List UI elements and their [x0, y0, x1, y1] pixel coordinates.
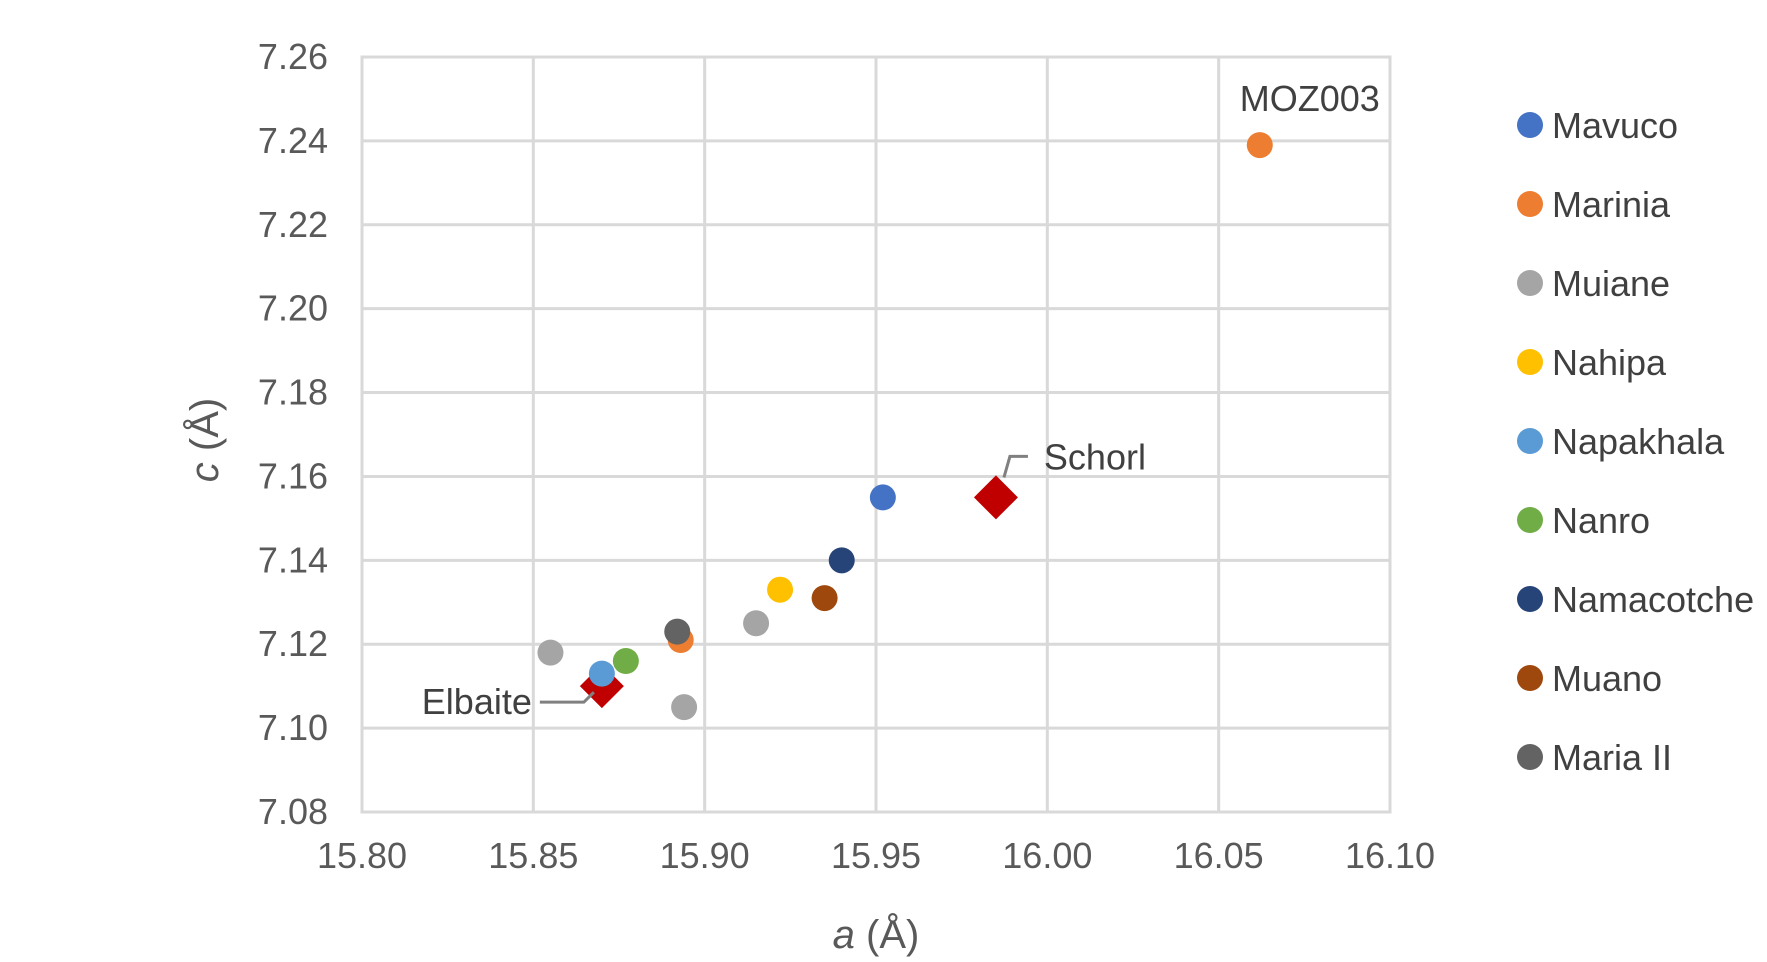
x-axis-title-unit: (Å): [855, 912, 919, 957]
legend-label-maria-ii: Maria II: [1552, 737, 1672, 778]
data-point-muiane: [743, 610, 770, 637]
data-point-maria-ii: [664, 618, 691, 645]
data-point-mavuco: [869, 484, 896, 511]
data-point-namacotche: [828, 547, 855, 574]
y-tick-label: 7.24: [258, 120, 328, 161]
legend-marker-nahipa: [1517, 349, 1543, 375]
y-tick-label: 7.16: [258, 455, 328, 496]
data-point-muiane: [671, 694, 698, 721]
y-axis-title-symbol: c: [183, 462, 227, 482]
y-axis-title-unit: (Å): [182, 398, 227, 462]
data-point-nahipa: [767, 576, 794, 603]
legend-label-muano: Muano: [1552, 658, 1662, 699]
x-tick-label: 16.00: [1002, 835, 1092, 876]
x-tick-label: 15.95: [831, 835, 921, 876]
reference-label-schorl: Schorl: [1044, 436, 1146, 477]
reference-layer: [579, 475, 1018, 709]
x-tick-label: 15.80: [317, 835, 407, 876]
data-point-napakhala: [588, 660, 615, 687]
legend-label-nanro: Nanro: [1552, 500, 1650, 541]
legend-marker-nanro: [1517, 507, 1543, 533]
y-tick-label: 7.18: [258, 372, 328, 413]
reference-marker-schorl: [973, 475, 1018, 520]
y-tick-label: 7.14: [258, 539, 328, 580]
legend-marker-namacotche: [1517, 586, 1543, 612]
y-tick-label: 7.08: [258, 791, 328, 832]
points-layer: [537, 132, 1273, 721]
legend-marker-napakhala: [1517, 428, 1543, 454]
leader-line-schorl: [1002, 454, 1028, 478]
data-point-muiane: [537, 639, 564, 666]
annotation-layer: Elbaite Schorl MOZ003: [422, 78, 1380, 722]
data-point-muano: [811, 585, 838, 612]
x-tick-label: 15.90: [660, 835, 750, 876]
y-tick-label: 7.22: [258, 204, 328, 245]
legend-label-mavuco: Mavuco: [1552, 105, 1678, 146]
legend-marker-maria-ii: [1517, 744, 1543, 770]
x-axis-title: a (Å): [833, 912, 920, 957]
reference-label-elbaite: Elbaite: [422, 681, 532, 722]
legend-marker-muiane: [1517, 270, 1543, 296]
x-tick-label: 16.05: [1174, 835, 1264, 876]
legend-label-marinia: Marinia: [1552, 184, 1671, 225]
legend-marker-muano: [1517, 665, 1543, 691]
data-point-marinia: [1246, 132, 1273, 159]
y-tick-label: 7.20: [258, 288, 328, 329]
legend-label-nahipa: Nahipa: [1552, 342, 1667, 383]
leader-line-elbaite: [539, 691, 595, 704]
y-tick-label: 7.12: [258, 623, 328, 664]
axis-layer: 15.80 15.85 15.90 15.95 16.00 16.05 16.10 7.08 7…: [258, 36, 1435, 876]
legend: Mavuco Marinia Muiane Nahipa Napakhala Nanro N…: [1517, 105, 1754, 778]
x-axis-title-symbol: a: [833, 913, 855, 957]
x-tick-label: 16.10: [1345, 835, 1435, 876]
legend-label-namacotche: Namacotche: [1552, 579, 1754, 620]
plot-area-border: [360, 55, 1392, 814]
legend-label-napakhala: Napakhala: [1552, 421, 1725, 462]
legend-label-muiane: Muiane: [1552, 263, 1670, 304]
legend-marker-marinia: [1517, 191, 1543, 217]
data-point-nanro: [612, 648, 639, 674]
y-tick-label: 7.10: [258, 707, 328, 748]
y-tick-label: 7.26: [258, 36, 328, 77]
x-tick-label: 15.85: [488, 835, 578, 876]
grid-layer: [360, 55, 1392, 814]
y-axis-title: c (Å): [182, 398, 227, 482]
legend-marker-mavuco: [1517, 112, 1543, 138]
point-annotation: MOZ003: [1240, 78, 1380, 119]
